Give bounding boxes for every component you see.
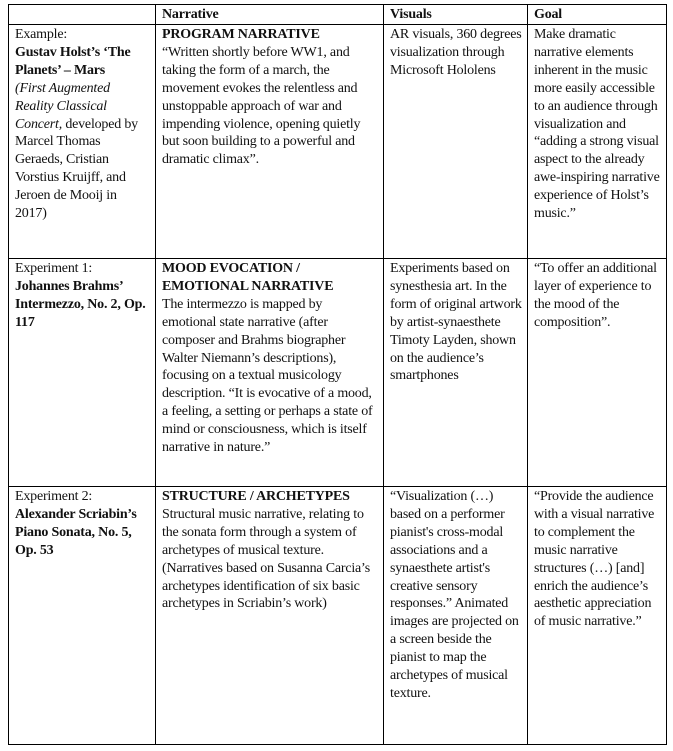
work-note-italic: (First Augmented Reality Classical Conce… xyxy=(15,80,110,132)
narrative-text: Structural music narrative, relating to … xyxy=(162,506,370,612)
narrative-text: The intermezzo is mapped by emotional st… xyxy=(162,296,373,456)
visuals-cell: AR visuals, 360 degrees visualization th… xyxy=(383,24,528,259)
header-goal: Goal xyxy=(527,4,667,25)
narrative-title: MOOD EVOCATION / EMOTIONAL NARRATIVE xyxy=(162,261,334,294)
goal-cell: “Provide the audience with a visual narr… xyxy=(527,486,667,745)
row-label: Example: Gustav Holst’s ‘The Planets’ – M… xyxy=(8,24,156,259)
header-narrative: Narrative xyxy=(155,4,384,25)
narrative-cell: STRUCTURE / ARCHETYPES Structural music n… xyxy=(155,486,384,745)
goal-cell: Make dramatic narrative elements inheren… xyxy=(527,24,667,259)
goal-cell: “To offer an additional layer of experie… xyxy=(527,258,667,487)
row-label: Experiment 1: Johannes Brahms’ Intermezzo… xyxy=(8,258,156,487)
table-row: Experiment 2: Alexander Scriabin’s Piano … xyxy=(8,486,667,745)
label-prefix: Example: xyxy=(15,27,68,42)
label-prefix: Experiment 1: xyxy=(15,261,93,276)
narrative-cell: MOOD EVOCATION / EMOTIONAL NARRATIVE The … xyxy=(155,258,384,487)
table-row: Experiment 1: Johannes Brahms’ Intermezzo… xyxy=(8,258,667,487)
narrative-title: PROGRAM NARRATIVE xyxy=(162,27,320,42)
narrative-text: “Written shortly before WW1, and taking … xyxy=(162,44,361,168)
header-blank xyxy=(8,4,156,25)
narrative-cell: PROGRAM NARRATIVE “Written shortly before… xyxy=(155,24,384,259)
work-title: Gustav Holst’s ‘The Planets’ – Mars xyxy=(15,44,131,78)
header-row: Narrative Visuals Goal xyxy=(8,4,667,25)
visuals-cell: “Visualization (…) based on a performer … xyxy=(383,486,528,745)
header-visuals: Visuals xyxy=(383,4,528,25)
narrative-title: STRUCTURE / ARCHETYPES xyxy=(162,489,350,504)
label-prefix: Experiment 2: xyxy=(15,489,93,504)
visuals-cell: Experiments based on synesthesia art. In… xyxy=(383,258,528,487)
work-title: Johannes Brahms’ Intermezzo, No. 2, Op. … xyxy=(15,278,146,330)
table-row: Example: Gustav Holst’s ‘The Planets’ – M… xyxy=(8,24,667,259)
work-title: Alexander Scriabin’s Piano Sonata, No. 5… xyxy=(15,506,137,558)
comparison-table: Narrative Visuals Goal Example: Gustav Ho… xyxy=(8,4,667,745)
row-label: Experiment 2: Alexander Scriabin’s Piano … xyxy=(8,486,156,745)
work-note: developed by Marcel Thomas Geraeds, Cris… xyxy=(15,116,138,222)
